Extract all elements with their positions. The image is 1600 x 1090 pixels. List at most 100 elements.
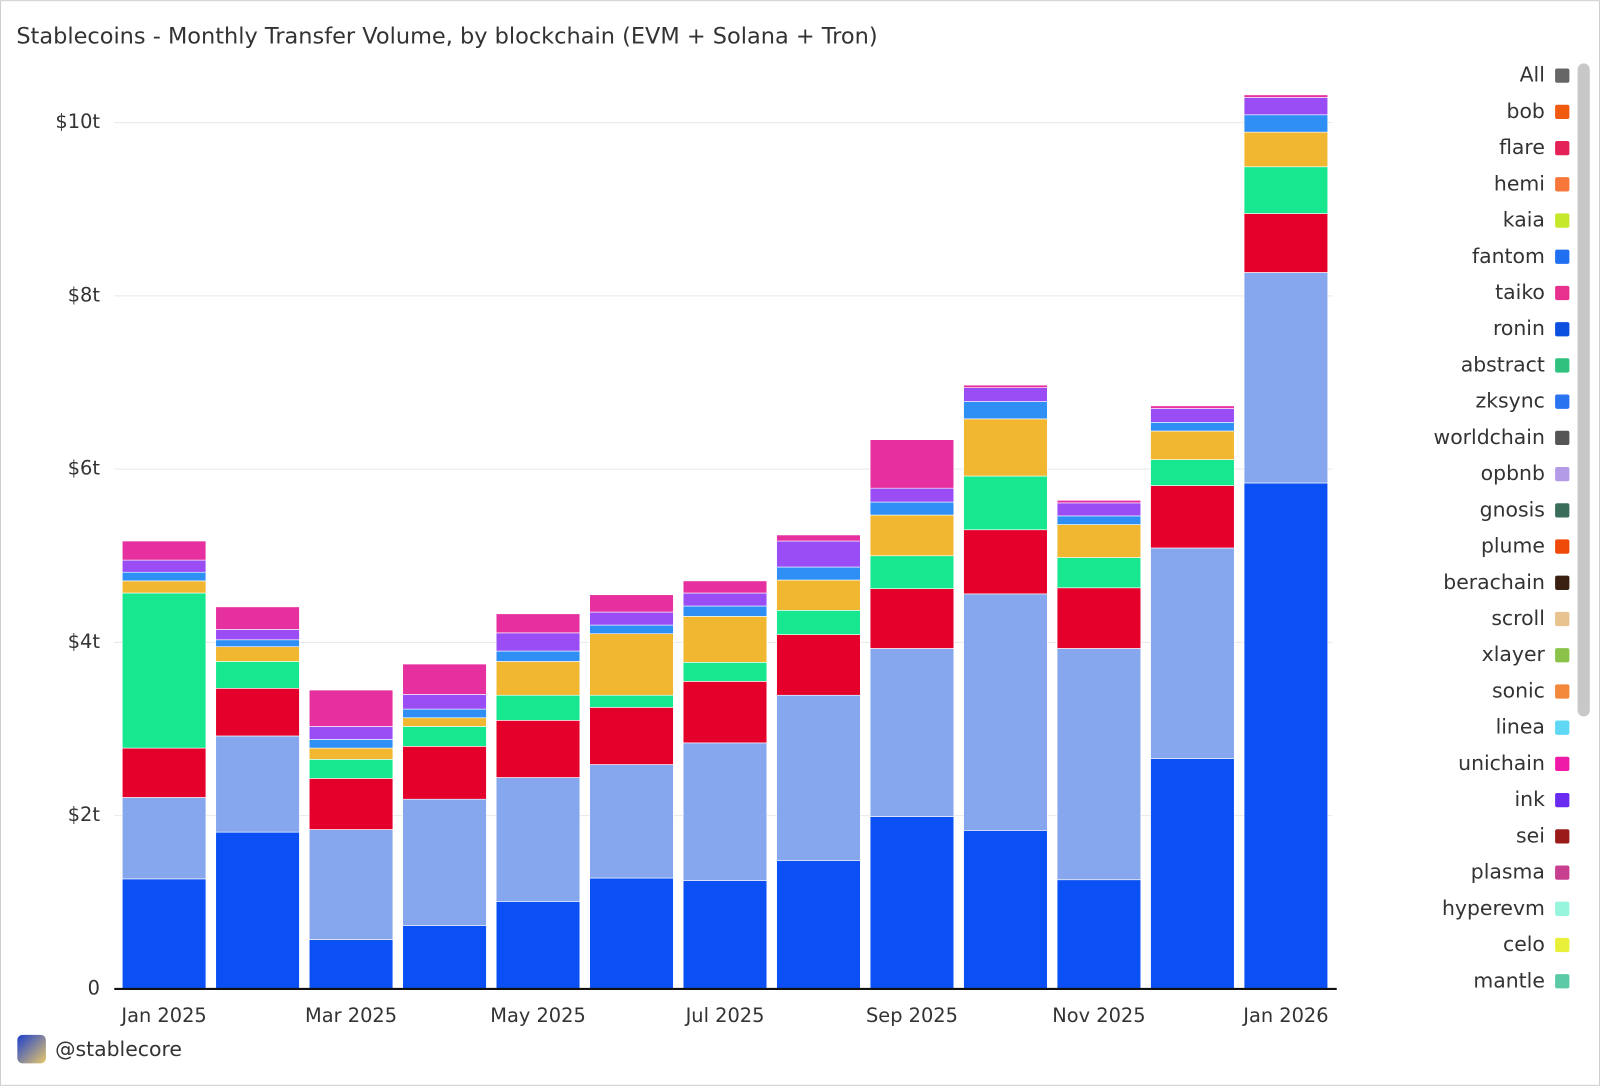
legend-label: plasma xyxy=(1471,860,1545,884)
x-tick-label: Sep 2025 xyxy=(866,1004,958,1027)
legend-swatch[interactable] xyxy=(1555,611,1570,627)
bar-segment xyxy=(1243,213,1329,273)
bar-segment xyxy=(963,418,1048,477)
bar-segment xyxy=(1243,114,1329,133)
legend-swatch[interactable] xyxy=(1555,937,1570,953)
legend-label: hyperevm xyxy=(1442,896,1545,920)
legend-swatch[interactable] xyxy=(1555,756,1570,772)
legend-swatch[interactable] xyxy=(1555,720,1570,735)
legend-swatch[interactable] xyxy=(1555,177,1570,192)
bar-segment xyxy=(121,559,207,573)
bar-segment xyxy=(682,681,768,744)
bar-segment xyxy=(869,487,955,503)
bar-segment xyxy=(1243,166,1329,214)
legend-swatch[interactable] xyxy=(1555,829,1570,844)
bar-segment xyxy=(495,661,581,696)
bar-segment xyxy=(776,540,861,568)
legend-swatch[interactable] xyxy=(1555,865,1570,880)
bar-segment xyxy=(682,605,768,617)
bar-segment xyxy=(1150,485,1235,549)
bar-segment xyxy=(776,634,861,696)
bar-segment xyxy=(215,661,300,689)
bar-segment xyxy=(963,401,1048,420)
legend-swatch[interactable] xyxy=(1555,684,1570,699)
bar-segment xyxy=(589,877,674,990)
bar-segment xyxy=(1243,97,1329,116)
bar-segment xyxy=(1243,482,1329,990)
bar-segment xyxy=(869,439,955,489)
bar-segment xyxy=(308,747,394,760)
bar-segment xyxy=(402,694,487,710)
legend-swatch[interactable] xyxy=(1555,213,1570,228)
bar-segment xyxy=(869,514,955,557)
legend-swatch[interactable] xyxy=(1555,285,1570,301)
x-tick-label: Mar 2025 xyxy=(305,1004,397,1027)
bar-segment xyxy=(1056,648,1142,881)
bar-segment xyxy=(402,708,487,719)
bar-segment xyxy=(589,764,674,879)
legend-label: berachain xyxy=(1443,570,1545,594)
bar-segment xyxy=(963,475,1048,531)
bar-segment xyxy=(1150,408,1235,423)
bar-segment xyxy=(495,694,581,721)
bar-segment xyxy=(1243,131,1329,168)
legend-swatch[interactable] xyxy=(1555,68,1570,83)
bar-segment xyxy=(215,629,300,641)
x-tick-label: Jan 2025 xyxy=(120,1004,206,1027)
legend-label: All xyxy=(1520,63,1545,87)
bar-segment xyxy=(402,717,487,727)
bar-segment xyxy=(308,778,394,830)
legend-label: bob xyxy=(1507,99,1545,123)
y-tick-label: $6t xyxy=(68,457,101,480)
legend-swatch[interactable] xyxy=(1555,793,1570,808)
bar-segment xyxy=(589,694,674,708)
bar-segment xyxy=(1056,515,1142,525)
legend-label: xlayer xyxy=(1482,642,1546,666)
legend-swatch[interactable] xyxy=(1555,358,1570,373)
bar-segment xyxy=(1243,94,1329,98)
legend-swatch[interactable] xyxy=(1555,539,1570,554)
legend-swatch[interactable] xyxy=(1555,394,1570,409)
bar-segment xyxy=(1150,758,1235,990)
scrollbar xyxy=(1577,63,1590,717)
bar-segment xyxy=(215,639,300,648)
plot: 0 $2t $4t $6t $8t $10t Jan 2025 Mar 2025 May 202… xyxy=(55,94,1337,1027)
bar-segment xyxy=(589,611,674,626)
bar-segment xyxy=(1150,405,1235,409)
legend-swatch[interactable] xyxy=(1555,249,1570,264)
legend-swatch[interactable] xyxy=(1555,575,1570,590)
legend-swatch[interactable] xyxy=(1555,503,1570,518)
legend-swatch[interactable] xyxy=(1555,901,1570,916)
bar-segment xyxy=(869,555,955,589)
legend-label: linea xyxy=(1496,715,1545,739)
bar-segment xyxy=(121,797,207,880)
legend-swatch[interactable] xyxy=(1555,430,1570,446)
y-tick-label: $4t xyxy=(68,630,101,653)
bar-segment xyxy=(682,616,768,663)
legend-swatch[interactable] xyxy=(1555,974,1570,989)
legend-label: ink xyxy=(1514,787,1545,811)
legend-label: opbnb xyxy=(1481,461,1545,485)
bar-segment xyxy=(215,831,300,990)
legend-label: zksync xyxy=(1476,389,1545,413)
bar-segment xyxy=(495,720,581,778)
legend-swatch[interactable] xyxy=(1555,322,1570,337)
legend-swatch[interactable] xyxy=(1555,648,1570,663)
bar-segment xyxy=(963,384,1048,388)
legend-swatch[interactable] xyxy=(1555,466,1570,482)
bar-segment xyxy=(215,735,300,833)
legend-label: worldchain xyxy=(1434,425,1545,449)
bar-segment xyxy=(215,687,300,737)
legend-swatch[interactable] xyxy=(1555,104,1570,120)
bar-segment xyxy=(495,650,581,662)
bar-segment xyxy=(776,860,861,990)
bar-segment xyxy=(1150,459,1235,486)
bar-segment xyxy=(776,566,861,581)
legend-swatch[interactable] xyxy=(1555,140,1570,156)
bar-segment xyxy=(1056,879,1142,990)
legend-label: mantle xyxy=(1473,968,1544,992)
x-tick-label: Nov 2025 xyxy=(1052,1004,1145,1027)
bar-segment xyxy=(308,939,394,990)
bar-segment xyxy=(495,613,581,634)
